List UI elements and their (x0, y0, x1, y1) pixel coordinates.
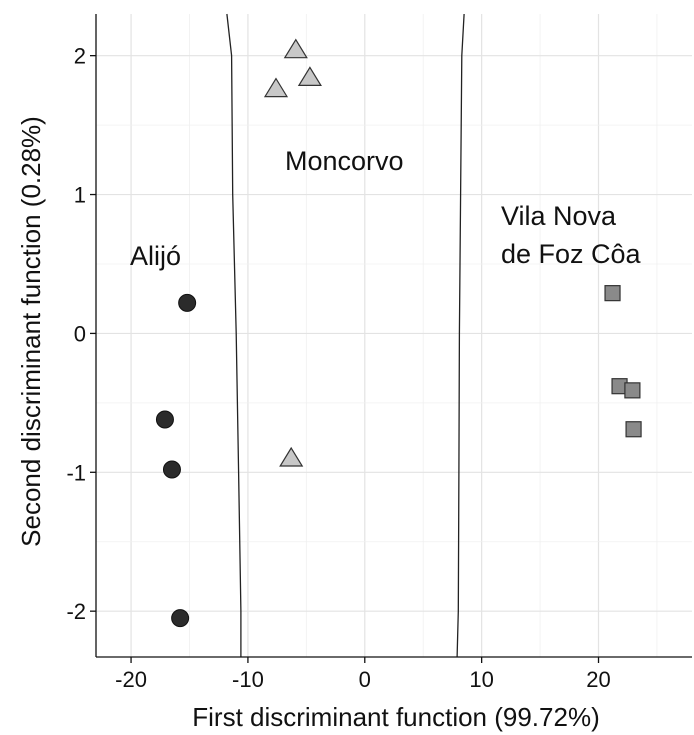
region-label-line: Alijó (130, 241, 181, 271)
triangle-point-2-2 (297, 66, 322, 87)
x-tick-label: 10 (469, 667, 493, 692)
square-point-3-1 (604, 285, 621, 302)
triangle-point-2-1 (283, 38, 308, 59)
y-tick-label: 2 (74, 44, 86, 69)
triangle-point-2-3 (263, 77, 289, 98)
triangle-point-2-4 (279, 446, 304, 467)
x-tick-label: 0 (359, 667, 371, 692)
decision-boundary-2 (456, 13, 465, 658)
decision-boundary-1 (226, 13, 242, 657)
region-label-line: Vila Nova (501, 201, 617, 231)
region-label-line: de Foz Côa (501, 239, 642, 269)
circle-point-1-1 (178, 293, 197, 312)
y-tick-label: -2 (66, 599, 86, 624)
region-label-moncorvo: Moncorvo (285, 146, 404, 176)
data-points (155, 38, 642, 628)
x-tick-label: -10 (232, 667, 264, 692)
region-labels: Alijó Moncorvo Vila Nova de Foz Côa (130, 146, 642, 271)
x-tick-label: -20 (115, 667, 147, 692)
x-axis-title: First discriminant function (99.72%) (192, 702, 599, 732)
x-tick-label: 20 (586, 667, 610, 692)
decision-boundaries (226, 13, 465, 658)
y-tick-label: 1 (74, 183, 86, 208)
region-label-vila-nova-de-foz-c-a: Vila Nova de Foz Côa (501, 201, 642, 269)
y-tick-label: 0 (74, 321, 86, 346)
circle-point-1-3 (162, 460, 181, 479)
y-axis-title: Second discriminant function (0.28%) (16, 116, 46, 547)
grid (96, 14, 692, 657)
circle-point-1-4 (171, 609, 190, 628)
circle-point-1-2 (155, 410, 174, 429)
region-label-line: Moncorvo (285, 146, 404, 176)
square-point-3-4 (625, 421, 642, 438)
region-label-alij-: Alijó (130, 241, 181, 271)
plot-background (96, 14, 692, 657)
y-tick-label: -1 (66, 460, 86, 485)
square-point-3-3 (624, 382, 641, 399)
